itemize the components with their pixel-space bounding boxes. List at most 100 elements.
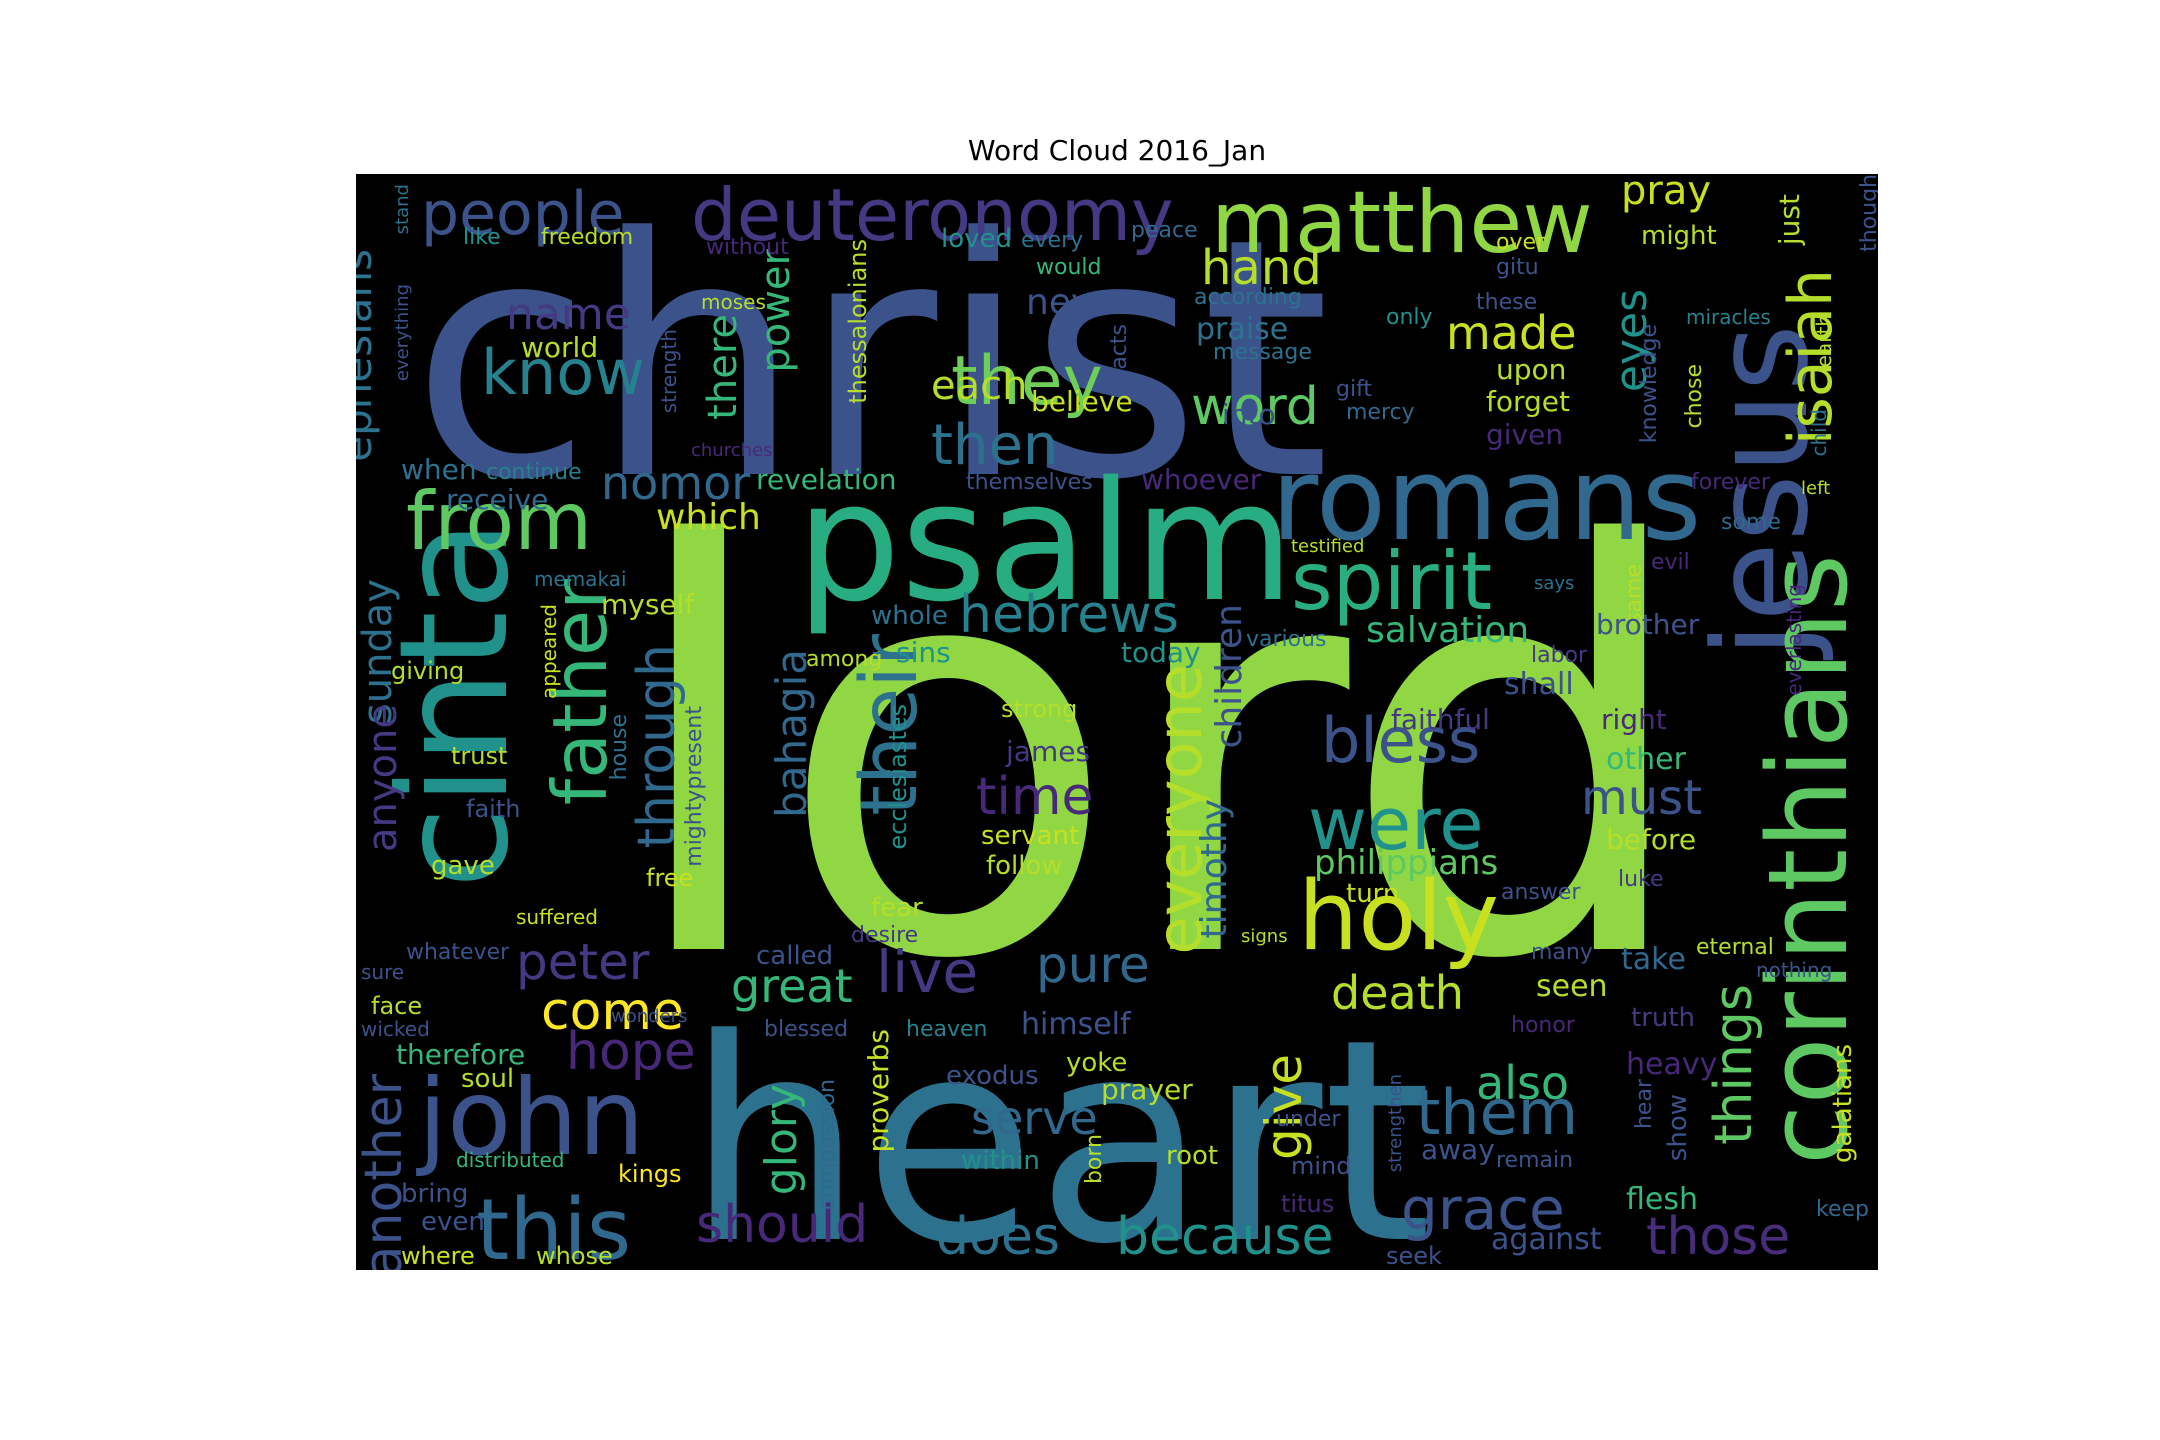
cloud-word-called: called: [756, 941, 833, 971]
cloud-word-holy: holy: [1298, 862, 1499, 972]
cloud-word-gitu: gitu: [1496, 255, 1539, 280]
cloud-word-never: never: [1026, 282, 1129, 323]
cloud-word-people: people: [421, 179, 624, 249]
cloud-word-praise: praise: [1196, 312, 1288, 347]
cloud-word-everyone: everyone: [1143, 664, 1216, 955]
cloud-word-giving: giving: [391, 657, 464, 685]
cloud-word-says: says: [1534, 573, 1574, 594]
cloud-word-they: they: [951, 342, 1103, 421]
cloud-word-titus: titus: [1281, 1190, 1334, 1218]
cloud-word-truth: truth: [1631, 1003, 1695, 1033]
cloud-word-because: because: [1116, 1207, 1334, 1267]
cloud-word-eternal: eternal: [1696, 935, 1774, 960]
cloud-word-hebrews: hebrews: [959, 585, 1179, 645]
cloud-word-face: face: [371, 992, 422, 1020]
cloud-word-various: various: [1246, 627, 1327, 652]
cloud-word-take: take: [1621, 942, 1686, 977]
cloud-word-shall: shall: [1504, 667, 1574, 702]
cloud-word-testified: testified: [1291, 536, 1364, 557]
cloud-word-kings: kings: [618, 1160, 682, 1188]
cloud-word-memakai: memakai: [534, 567, 627, 591]
cloud-word-name: name: [506, 289, 631, 340]
cloud-word-death: death: [1331, 966, 1464, 1020]
cloud-word-glory: glory: [756, 1084, 807, 1195]
cloud-word-another: another: [356, 1073, 414, 1270]
cloud-word-time: time: [976, 767, 1093, 827]
cloud-word-whose: whose: [536, 1242, 613, 1270]
cloud-word-strong: strong: [1001, 695, 1077, 723]
cloud-word-sins: sins: [896, 636, 951, 669]
cloud-word-heart: heart: [686, 980, 1432, 1270]
cloud-word-knowledge: knowledge: [1637, 324, 1662, 443]
cloud-word-exodus: exodus: [946, 1061, 1039, 1091]
cloud-word-nothing: nothing: [1756, 958, 1832, 982]
cloud-word-matthew: matthew: [1211, 174, 1593, 273]
cloud-word-wonders: wonders: [611, 1006, 687, 1027]
cloud-word-isaiah: isaiah: [1776, 269, 1846, 445]
cloud-word-miracles: miracles: [1686, 305, 1771, 329]
cloud-word-compassion: compassion: [815, 1079, 840, 1210]
cloud-word-salvation: salvation: [1366, 610, 1529, 651]
cloud-word-seek: seek: [1386, 1242, 1442, 1270]
cloud-word-proverbs: proverbs: [862, 1029, 895, 1152]
cloud-word-right: right: [1601, 703, 1667, 736]
cloud-word-like: like: [463, 225, 501, 250]
cloud-word-himself: himself: [1021, 1007, 1132, 1042]
cloud-word-myself: myself: [601, 588, 695, 621]
cloud-word-desire: desire: [851, 923, 918, 948]
cloud-word-seen: seen: [1536, 969, 1608, 1004]
cloud-word-forget: forget: [1486, 385, 1570, 418]
cloud-word-distributed: distributed: [456, 1148, 565, 1172]
cloud-word-everything: everything: [392, 284, 413, 381]
cloud-word-ecclesiastes: ecclesiastes: [884, 704, 912, 850]
cloud-word-anyone: anyone: [360, 704, 406, 852]
cloud-word-gift: gift: [1336, 377, 1372, 402]
cloud-word-evil: evil: [1651, 550, 1690, 575]
cloud-word-root: root: [1166, 1141, 1218, 1171]
cloud-word-today: today: [1121, 636, 1201, 669]
cloud-word-peace: peace: [1131, 218, 1198, 243]
cloud-word-churches: churches: [691, 440, 772, 461]
cloud-word-away: away: [1421, 1133, 1495, 1166]
cloud-word-lord: lord: [621, 430, 1695, 1082]
cloud-word-pure: pure: [1036, 936, 1150, 994]
cloud-word-cinta: cinta: [368, 519, 542, 889]
cloud-word-show: show: [1663, 1094, 1693, 1161]
cloud-word-philippians: philippians: [1314, 843, 1498, 883]
cloud-word-give: give: [1255, 1054, 1313, 1160]
cloud-word-honor: honor: [1511, 1013, 1576, 1038]
cloud-word-whoever: whoever: [1141, 463, 1262, 496]
cloud-word-many: many: [1531, 940, 1593, 965]
cloud-word-john: john: [416, 1057, 645, 1179]
cloud-word-strength: strength: [657, 329, 681, 413]
cloud-word-when: when: [401, 453, 477, 486]
cloud-word-acts: acts: [1107, 324, 1132, 370]
cloud-word-without: without: [706, 235, 789, 260]
cloud-word-left: left: [1801, 478, 1830, 499]
cloud-word-thessalonians: thessalonians: [844, 239, 872, 404]
cloud-word-flesh: flesh: [1626, 1182, 1698, 1217]
cloud-word-house: house: [607, 714, 632, 780]
cloud-word-know: know: [481, 336, 645, 409]
cloud-word-mightypresent: mightypresent: [682, 706, 707, 867]
cloud-word-heaven: heaven: [906, 1017, 987, 1042]
cloud-word-great: great: [731, 959, 853, 1013]
cloud-word-pray: pray: [1621, 174, 1711, 214]
cloud-word-whole: whole: [871, 601, 948, 631]
cloud-word-suffered: suffered: [516, 905, 598, 929]
cloud-word-bless: bless: [1321, 704, 1480, 777]
cloud-word-come: come: [541, 982, 684, 1042]
cloud-word-sure: sure: [361, 960, 404, 984]
cloud-word-just: just: [1773, 194, 1806, 246]
cloud-word-deuteronomy: deuteronomy: [691, 174, 1174, 257]
cloud-word-where: where: [401, 1242, 475, 1270]
cloud-word-believe: believe: [1031, 385, 1133, 418]
cloud-word-spirit: spirit: [1291, 535, 1492, 628]
cloud-word-psalm: psalm: [796, 446, 1294, 638]
cloud-word-christ: christ: [411, 174, 1330, 552]
cloud-word-sunday: sunday: [356, 579, 401, 724]
cloud-word-earth: earth: [1812, 314, 1836, 367]
cloud-word-turn: turn: [1346, 879, 1399, 909]
cloud-word-freedom: freedom: [541, 225, 633, 250]
cloud-word-hand: hand: [1201, 240, 1322, 296]
